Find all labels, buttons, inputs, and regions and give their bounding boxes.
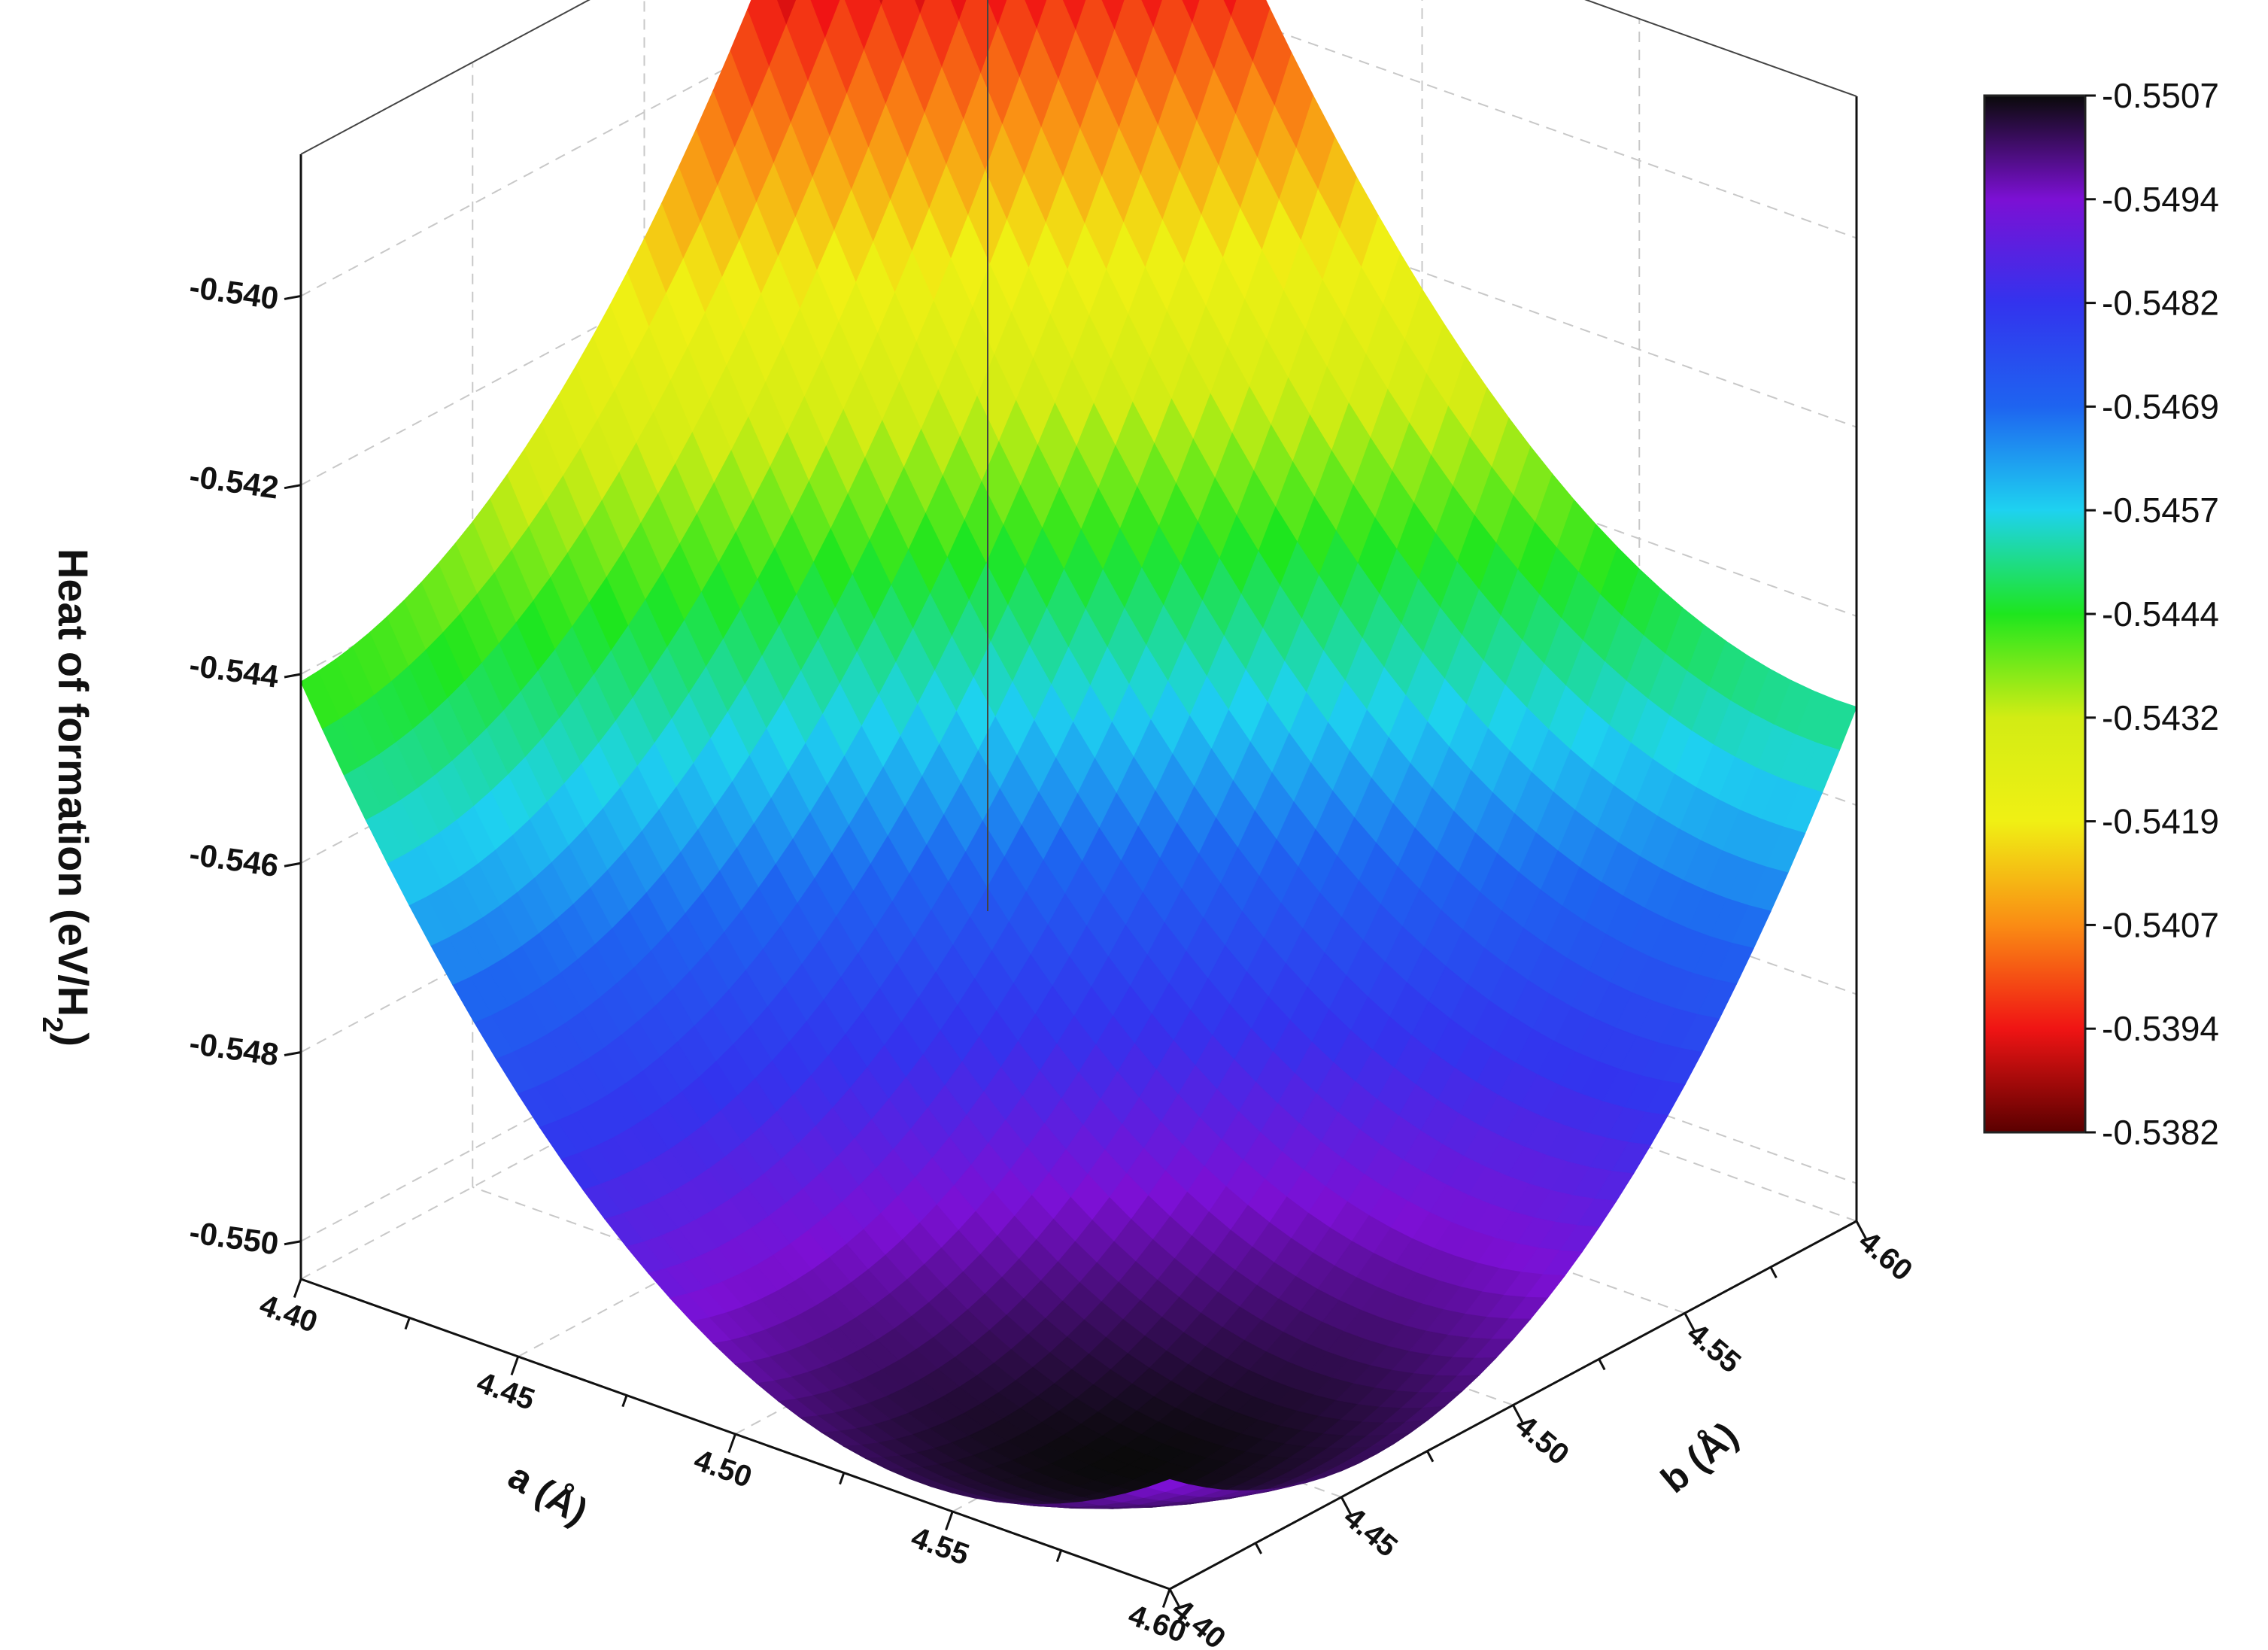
colorbar-tick-label: -0.5407 <box>2102 905 2219 944</box>
surface-cell <box>1146 1478 1189 1493</box>
z-tick-label: -0.550 <box>187 1214 281 1262</box>
z-axis-title-tail: ) <box>50 1032 97 1047</box>
a-tick-label: 4.55 <box>907 1521 973 1572</box>
b-minor-tick <box>1769 1266 1778 1278</box>
z-axis-title-main: Heat of formation (eV/H <box>50 548 97 1016</box>
a-tick-label: 4.45 <box>472 1366 539 1417</box>
a-tick-label: 4.40 <box>255 1288 321 1339</box>
colorbar-tick-label: -0.5394 <box>2102 1009 2219 1048</box>
b-minor-tick <box>1598 1358 1606 1371</box>
a-tick-mark <box>293 1278 302 1298</box>
chart-frame <box>299 0 1858 1591</box>
colorbar-tick-label: -0.5482 <box>2102 284 2219 323</box>
z-tick-mark <box>284 484 302 490</box>
b-tick-mark <box>1512 1404 1524 1424</box>
colorbar-tick-label: -0.5419 <box>2102 802 2219 841</box>
z-tick-mark <box>284 673 302 679</box>
colorbar-tick-label: -0.5507 <box>2102 76 2219 115</box>
z-tick-mark <box>284 1051 302 1056</box>
z-tick-label: -0.544 <box>187 647 281 694</box>
a-tick-mark <box>1161 1588 1171 1608</box>
z-tick-label: -0.540 <box>187 269 281 316</box>
b-tick-mark <box>1168 1588 1180 1607</box>
b-axis-title: b (Å) <box>1653 1414 1745 1501</box>
a-axis-title: a (Å) <box>501 1454 594 1533</box>
colorbar-ticks: -0.5507 -0.5494 -0.5482 -0.5469 -0.5457 -0.54… <box>2085 76 2219 1152</box>
z-tick-label: -0.546 <box>187 836 281 883</box>
a-minor-tick <box>839 1472 846 1485</box>
colorbar-tick-label: -0.5382 <box>2102 1113 2219 1152</box>
b-tick-mark <box>1855 1220 1867 1239</box>
colorbar-tick-label: -0.5432 <box>2102 698 2219 737</box>
z-tick-mark <box>284 294 302 300</box>
a-tick-mark <box>510 1356 520 1375</box>
top-edge-line <box>300 0 1857 155</box>
b-minor-tick <box>1254 1542 1263 1554</box>
b-minor-tick <box>1426 1450 1435 1463</box>
a-minor-tick <box>404 1317 411 1330</box>
colorbar-gradient <box>1983 94 2087 1134</box>
z-axis-title: Heat of formation (eV/H2) <box>36 548 97 1047</box>
z-axis-ticks: -0.540 -0.542 -0.544 -0.546 -0.548 -0.550 <box>187 269 302 1262</box>
colorbar-tick-label: -0.5494 <box>2102 180 2219 219</box>
colorbar-tick-label: -0.5457 <box>2102 491 2219 530</box>
colorbar-tick-label: -0.5444 <box>2102 594 2219 634</box>
colorbar: -0.5507 -0.5494 -0.5482 -0.5469 -0.5457 -0.54… <box>1983 76 2219 1152</box>
surface-cell <box>913 0 926 16</box>
a-minor-tick <box>1055 1549 1063 1563</box>
a-minor-tick <box>621 1394 628 1408</box>
z-tick-label: -0.548 <box>187 1025 281 1072</box>
surface-cell <box>878 0 884 8</box>
energy-surface <box>300 0 1857 1509</box>
a-tick-label: 4.50 <box>690 1443 756 1494</box>
z-tick-mark <box>284 1240 302 1246</box>
z-tick-label: -0.542 <box>187 458 281 506</box>
b-tick-mark <box>1340 1497 1352 1515</box>
colorbar-tick-label: -0.5469 <box>2102 387 2219 426</box>
z-tick-mark <box>284 861 302 868</box>
z-axis-title-sub: 2 <box>36 1016 68 1032</box>
z-gridline <box>300 0 1857 297</box>
a-tick-mark <box>727 1433 736 1453</box>
b-tick-mark <box>1684 1312 1696 1331</box>
a-tick-mark <box>945 1511 954 1530</box>
